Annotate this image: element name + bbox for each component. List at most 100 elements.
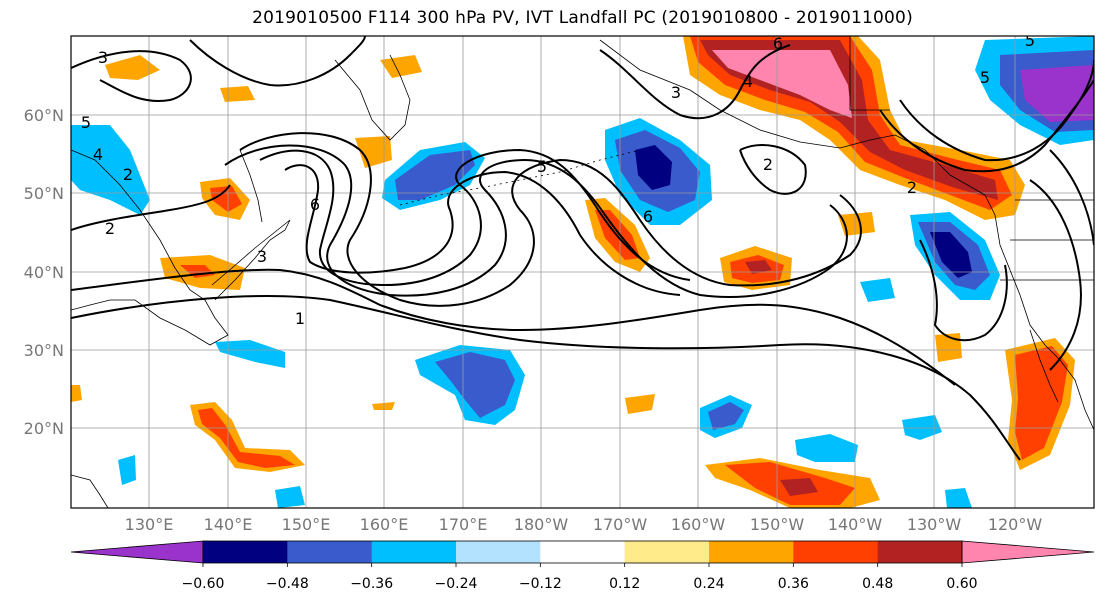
coastline-north-america bbox=[984, 194, 1094, 431]
coastline-philippines bbox=[71, 474, 109, 508]
positive-anomaly-small-6 bbox=[935, 333, 962, 362]
colorbar-tick-label: −0.36 bbox=[350, 576, 393, 592]
lon-label: 140°W bbox=[828, 515, 883, 534]
positive-anomaly-small-3 bbox=[380, 55, 422, 78]
positive-anomaly-small-4 bbox=[355, 136, 392, 168]
colorbar-tick-label: 0.48 bbox=[862, 576, 893, 592]
pv-contour-label: 5 bbox=[1025, 31, 1035, 50]
positive-anomaly-japan-core bbox=[180, 265, 215, 278]
colorbar-frame bbox=[202, 540, 963, 564]
colorbar-tick-label: −0.12 bbox=[519, 576, 562, 592]
coastlines bbox=[71, 36, 1094, 508]
negative-anomaly-small-3 bbox=[902, 415, 942, 440]
pv-contour-3 bbox=[239, 132, 862, 307]
positive-anomaly-small-8 bbox=[372, 402, 395, 410]
colorbar-segment bbox=[709, 541, 794, 563]
negative-anomaly-small-2 bbox=[795, 434, 858, 462]
pv-contour-label: 3 bbox=[257, 247, 267, 266]
coastline-sakhalin bbox=[239, 149, 263, 223]
colorbar-tick-label: −0.60 bbox=[182, 576, 225, 592]
pv-contour-label: 3 bbox=[671, 83, 681, 102]
map-title: 2019010500 F114 300 hPa PV, IVT Landfall… bbox=[252, 8, 913, 28]
colorbar-tick-label: −0.48 bbox=[266, 576, 309, 592]
coastline-baja bbox=[1029, 329, 1059, 403]
pv-contour-1 bbox=[71, 295, 1021, 461]
colorbar-segment bbox=[287, 541, 373, 563]
negative-anomaly-bering-core bbox=[635, 145, 672, 190]
colorbar-tick-label: 0.60 bbox=[946, 576, 977, 592]
positive-anomaly-subtropic-west-core bbox=[198, 408, 295, 468]
lon-label: 180°W bbox=[514, 515, 569, 534]
colorbar-tick-labels: −0.60 −0.48 −0.36 −0.24 −0.12 0.12 0.24 0.36 0.4… bbox=[182, 563, 978, 592]
colorbar-segment bbox=[456, 541, 541, 563]
pv-contours bbox=[71, 36, 1094, 461]
positive-anomaly-small-7 bbox=[625, 394, 655, 414]
pv-shading bbox=[71, 36, 1094, 508]
lat-label: 50°N bbox=[24, 184, 64, 203]
pv-contour-13 bbox=[919, 239, 1008, 342]
pv-contour-16 bbox=[189, 36, 366, 87]
colorbar-extend-min bbox=[70, 540, 204, 564]
negative-anomaly-hawaii-mid bbox=[708, 402, 744, 430]
lon-label: 170°E bbox=[439, 515, 488, 534]
colorbar-tick-label: −0.24 bbox=[435, 576, 478, 592]
colorbar-segment bbox=[624, 541, 710, 563]
colorbar-extend-max bbox=[961, 540, 1095, 564]
positive-anomaly-150w-max bbox=[745, 260, 772, 274]
pv-contour-12 bbox=[899, 59, 1094, 162]
pv-contour-label: 2 bbox=[763, 155, 773, 174]
colorbar bbox=[70, 540, 1095, 564]
pv-contour-label: 5 bbox=[980, 68, 990, 87]
positive-anomaly-small-9 bbox=[71, 385, 82, 402]
latitude-labels: 60°N 50°N 40°N 30°N 20°N bbox=[24, 106, 64, 438]
pv-contour-6 bbox=[284, 164, 681, 296]
pv-contour-4 bbox=[224, 144, 848, 298]
coastline-aleutians bbox=[399, 149, 641, 206]
lon-label: 170°W bbox=[593, 515, 648, 534]
negative-anomaly-small-6 bbox=[945, 488, 972, 508]
pv-contour-label: 6 bbox=[310, 195, 320, 214]
pv-contour-label: 4 bbox=[743, 72, 753, 91]
pv-contour-8 bbox=[71, 184, 231, 231]
colorbar-segment bbox=[371, 541, 457, 563]
pv-contour-10 bbox=[739, 144, 807, 195]
positive-anomaly-south-max bbox=[780, 478, 818, 496]
pv-contour-label: 1 bbox=[295, 309, 305, 328]
lat-label: 40°N bbox=[24, 263, 64, 282]
longitude-labels: 130°E 140°E 150°E 160°E 170°E 180°W 170°W 160°W… bbox=[125, 515, 1043, 534]
pv-contour-7 bbox=[71, 50, 192, 102]
coastline-kamchatka bbox=[334, 54, 411, 141]
positive-anomaly-korea-core bbox=[210, 186, 242, 212]
lon-label: 150°E bbox=[282, 515, 331, 534]
coastline-japan bbox=[211, 219, 291, 301]
pv-contour-label: 5 bbox=[537, 157, 547, 176]
positive-anomaly-small-1 bbox=[105, 55, 160, 80]
pv-contour-5 bbox=[259, 148, 691, 287]
negative-anomaly-kuril-mid bbox=[395, 150, 475, 200]
lon-label: 150°W bbox=[750, 515, 805, 534]
lat-label: 60°N bbox=[24, 106, 64, 125]
pv-contour-label: 5 bbox=[81, 113, 91, 132]
canada-borders bbox=[849, 36, 1094, 281]
coastline-alaska bbox=[599, 39, 986, 196]
lon-label: 120°W bbox=[988, 515, 1043, 534]
positive-anomaly-west-coast-core bbox=[1015, 346, 1068, 460]
negative-anomaly-california-core bbox=[930, 232, 972, 278]
colorbar-tick-label: 0.24 bbox=[693, 576, 724, 592]
lon-label: 130°E bbox=[125, 515, 174, 534]
lat-label: 20°N bbox=[24, 419, 64, 438]
colorbar-segment bbox=[877, 541, 963, 563]
gridlines bbox=[71, 36, 1094, 508]
pv-contour-15 bbox=[1049, 149, 1094, 246]
pv-contour-label: 6 bbox=[643, 207, 653, 226]
coastline-asia bbox=[71, 149, 229, 346]
colorbar-tick-label: 0.12 bbox=[609, 576, 640, 592]
negative-anomaly-okhotsk bbox=[71, 125, 150, 215]
colorbar-tick-label: 0.36 bbox=[778, 576, 809, 592]
pv-contour-9 bbox=[599, 44, 791, 120]
positive-anomaly-max bbox=[712, 50, 852, 118]
lon-label: 130°W bbox=[907, 515, 962, 534]
